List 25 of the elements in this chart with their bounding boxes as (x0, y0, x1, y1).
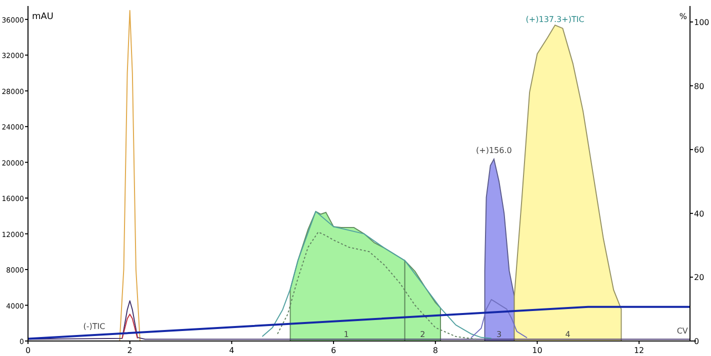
line-series (277, 232, 477, 340)
x-tick-label: 4 (229, 346, 234, 355)
y2-tick-label: 40 (694, 209, 704, 218)
x-tick-label: 12 (634, 346, 644, 355)
y-axis-title: mAU (32, 12, 54, 22)
y2-tick-label: 60 (694, 146, 704, 155)
annotation: (-)TIC (83, 322, 106, 332)
x-tick-label: 10 (532, 346, 542, 355)
annotation: CV (676, 326, 688, 336)
annotation: (+)156.0 (476, 146, 512, 156)
y2-tick-label: 80 (694, 82, 704, 91)
annotation: 1 (344, 330, 349, 340)
annotation: 2 (420, 330, 426, 340)
x-tick-label: 8 (432, 346, 438, 355)
x-tick-label: 6 (330, 346, 336, 355)
annotation: 3 (496, 330, 502, 340)
y2-axis-title: % (679, 12, 688, 21)
annotation: 4 (565, 330, 570, 340)
line-series (470, 299, 528, 338)
y2-tick-label: 20 (694, 273, 704, 282)
y2-tick-label: 100 (694, 18, 710, 27)
x-tick-label: 0 (25, 346, 31, 355)
x-tick-label: 2 (127, 346, 132, 355)
annotation: (+)137.3+)TIC (526, 15, 585, 24)
line-series (262, 210, 492, 339)
